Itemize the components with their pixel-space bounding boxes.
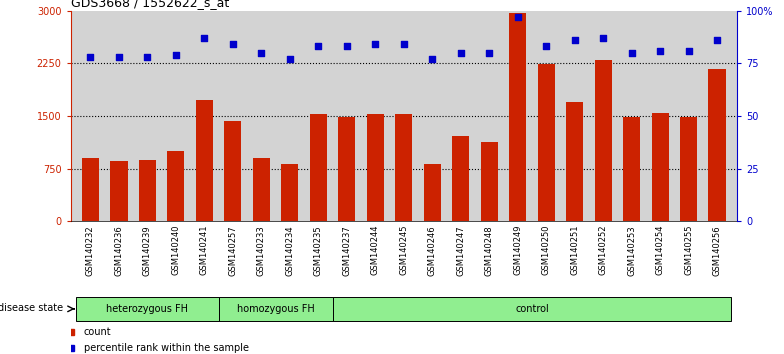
Text: GSM140241: GSM140241 bbox=[200, 225, 209, 275]
Bar bbox=[338, 117, 355, 221]
Point bbox=[141, 54, 154, 60]
Point bbox=[198, 35, 211, 41]
Bar bbox=[111, 161, 128, 221]
Bar bbox=[76, 297, 219, 321]
Text: GSM140250: GSM140250 bbox=[542, 225, 550, 275]
Bar bbox=[252, 158, 270, 221]
Point bbox=[84, 54, 96, 60]
Point bbox=[369, 41, 382, 47]
Bar bbox=[652, 113, 669, 221]
Point bbox=[397, 41, 410, 47]
Text: control: control bbox=[515, 304, 549, 314]
Point bbox=[711, 37, 724, 43]
Point bbox=[426, 56, 438, 62]
Bar bbox=[281, 164, 299, 221]
Text: GDS3668 / 1552622_s_at: GDS3668 / 1552622_s_at bbox=[71, 0, 229, 10]
Bar bbox=[680, 116, 697, 221]
Point bbox=[169, 52, 182, 58]
Bar bbox=[395, 114, 412, 221]
Point bbox=[626, 50, 638, 56]
Text: GSM140236: GSM140236 bbox=[114, 225, 123, 276]
Text: GSM140252: GSM140252 bbox=[599, 225, 608, 275]
Bar bbox=[219, 297, 332, 321]
Bar bbox=[367, 114, 384, 221]
Bar bbox=[452, 136, 470, 221]
Bar bbox=[82, 158, 99, 221]
Point bbox=[284, 56, 296, 62]
Text: GSM140245: GSM140245 bbox=[399, 225, 408, 275]
Point bbox=[340, 44, 353, 49]
Text: homozygous FH: homozygous FH bbox=[237, 304, 314, 314]
Text: count: count bbox=[84, 327, 111, 337]
Text: GSM140240: GSM140240 bbox=[172, 225, 180, 275]
Point bbox=[483, 50, 495, 56]
Text: GSM140251: GSM140251 bbox=[570, 225, 579, 275]
Bar bbox=[168, 151, 184, 221]
Text: GSM140235: GSM140235 bbox=[314, 225, 323, 276]
Bar bbox=[566, 102, 583, 221]
Text: heterozygous FH: heterozygous FH bbox=[107, 304, 188, 314]
Bar bbox=[310, 114, 327, 221]
Text: percentile rank within the sample: percentile rank within the sample bbox=[84, 343, 249, 353]
Bar bbox=[196, 101, 213, 221]
Text: GSM140234: GSM140234 bbox=[285, 225, 294, 276]
Bar bbox=[481, 142, 498, 221]
Bar bbox=[509, 13, 526, 221]
Text: GSM140256: GSM140256 bbox=[713, 225, 721, 276]
Text: GSM140244: GSM140244 bbox=[371, 225, 379, 275]
Text: disease state: disease state bbox=[0, 303, 63, 313]
Bar bbox=[594, 61, 612, 221]
Text: GSM140257: GSM140257 bbox=[228, 225, 238, 276]
Text: GSM140248: GSM140248 bbox=[485, 225, 494, 276]
Bar bbox=[224, 121, 241, 221]
Bar bbox=[423, 164, 441, 221]
Text: GSM140237: GSM140237 bbox=[343, 225, 351, 276]
Point bbox=[455, 50, 467, 56]
Bar bbox=[139, 160, 156, 221]
Point bbox=[540, 44, 553, 49]
Point bbox=[568, 37, 581, 43]
Point bbox=[682, 48, 695, 53]
Text: GSM140233: GSM140233 bbox=[257, 225, 266, 276]
Bar bbox=[623, 116, 640, 221]
Text: GSM140254: GSM140254 bbox=[655, 225, 665, 275]
Point bbox=[654, 48, 666, 53]
Text: GSM140246: GSM140246 bbox=[428, 225, 437, 276]
Text: GSM140255: GSM140255 bbox=[684, 225, 693, 275]
Text: GSM140247: GSM140247 bbox=[456, 225, 465, 276]
Point bbox=[255, 50, 267, 56]
Text: GSM140249: GSM140249 bbox=[514, 225, 522, 275]
Bar bbox=[709, 69, 725, 221]
Point bbox=[227, 41, 239, 47]
Text: GSM140253: GSM140253 bbox=[627, 225, 636, 276]
Text: GSM140239: GSM140239 bbox=[143, 225, 152, 276]
Point bbox=[113, 54, 125, 60]
Bar bbox=[332, 297, 731, 321]
Bar bbox=[538, 64, 555, 221]
Point bbox=[597, 35, 609, 41]
Point bbox=[312, 44, 325, 49]
Text: GSM140232: GSM140232 bbox=[86, 225, 95, 276]
Point bbox=[511, 14, 524, 20]
